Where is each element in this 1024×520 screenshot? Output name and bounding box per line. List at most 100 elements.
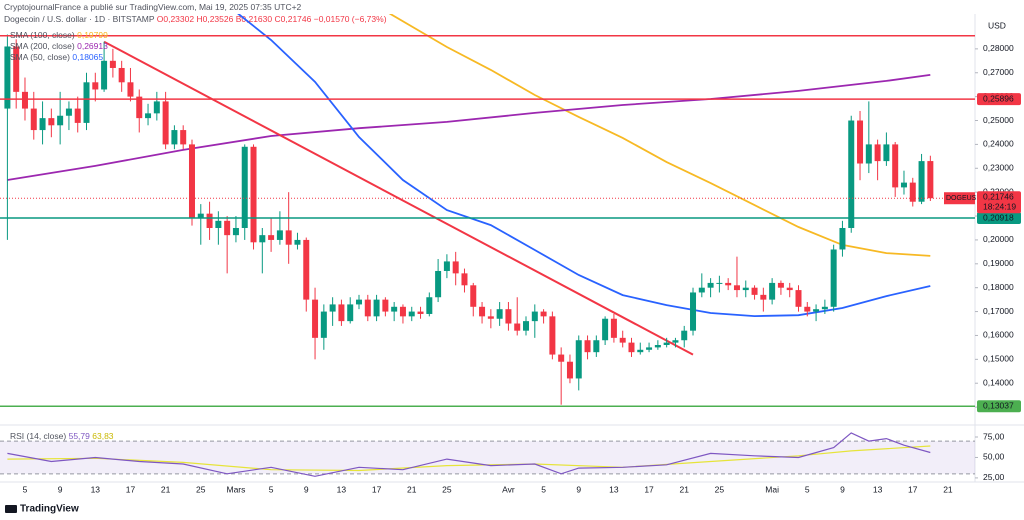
x-tick-label: 5 bbox=[23, 484, 28, 494]
candle-body bbox=[364, 299, 371, 317]
candle-body bbox=[769, 282, 776, 300]
candle-body bbox=[109, 60, 116, 68]
rsi-legend: RSI (14, close) 55,79 63,83 bbox=[10, 431, 114, 441]
candle-body bbox=[312, 299, 319, 338]
candle-body bbox=[857, 120, 864, 164]
rsi-value: 55,79 bbox=[69, 431, 91, 441]
x-tick-label: Avr bbox=[502, 484, 515, 494]
candle-body bbox=[725, 282, 732, 286]
x-tick-label: 9 bbox=[576, 484, 581, 494]
x-tick-label: 17 bbox=[644, 484, 654, 494]
candle-body bbox=[804, 306, 811, 312]
candle-body bbox=[514, 323, 521, 331]
rsi-name: RSI (14, close) bbox=[10, 431, 66, 441]
x-tick-label: 21 bbox=[407, 484, 417, 494]
y-tick-label: 0,14000 bbox=[983, 377, 1014, 387]
rsi-tick-label: 75,00 bbox=[983, 431, 1005, 441]
x-tick-label: 13 bbox=[91, 484, 101, 494]
sma-value: 0,26913 bbox=[77, 41, 108, 51]
level-label: 0,13037 bbox=[983, 400, 1014, 410]
candle-body bbox=[285, 230, 292, 245]
candle-body bbox=[74, 108, 81, 123]
candle-body bbox=[452, 261, 459, 274]
sma-value: 0,18065 bbox=[72, 52, 103, 62]
candle-body bbox=[795, 290, 802, 307]
candle-body bbox=[619, 337, 626, 343]
x-tick-label: 21 bbox=[943, 484, 953, 494]
candle-body bbox=[118, 67, 125, 83]
candle-body bbox=[329, 304, 336, 312]
candle-body bbox=[479, 306, 486, 317]
ohlc-high: H0,23526 bbox=[196, 14, 233, 24]
candle-body bbox=[48, 118, 55, 126]
candle-body bbox=[523, 321, 530, 331]
level-label-box bbox=[977, 93, 1021, 106]
y-tick-label: 0,23000 bbox=[983, 163, 1014, 173]
ticker: DOGEUSD bbox=[946, 195, 981, 202]
candle-body bbox=[30, 108, 37, 131]
candle-body bbox=[180, 130, 187, 145]
candle-body bbox=[566, 361, 573, 379]
y-tick-label: 0,25000 bbox=[983, 115, 1014, 125]
ohlc-open: O0,23302 bbox=[157, 14, 195, 24]
y-tick-label: 0,24000 bbox=[983, 139, 1014, 149]
level-label-box bbox=[977, 212, 1021, 225]
rsi-band bbox=[0, 441, 975, 474]
candle-body bbox=[690, 292, 697, 331]
rsi-ma-value: 63,83 bbox=[92, 431, 114, 441]
rsi-tick-label: 25,00 bbox=[983, 472, 1005, 482]
candle-body bbox=[848, 120, 855, 228]
y-tick-label: 0,16000 bbox=[983, 330, 1014, 340]
y-tick-label: 0,28000 bbox=[983, 43, 1014, 53]
candle-body bbox=[830, 249, 837, 307]
candle-body bbox=[487, 316, 494, 319]
candle-body bbox=[610, 318, 617, 338]
y-tick-label: 0,18000 bbox=[983, 282, 1014, 292]
x-tick-label: Mars bbox=[226, 484, 245, 494]
candle-body bbox=[347, 304, 354, 322]
x-tick-label: 21 bbox=[679, 484, 689, 494]
level-label: 0,25896 bbox=[983, 93, 1014, 103]
candle-body bbox=[435, 270, 442, 298]
candle-body bbox=[575, 340, 582, 379]
candle-body bbox=[637, 349, 644, 353]
level-label: 0,20918 bbox=[983, 212, 1014, 222]
publisher: CryptojournalFrance a publié sur Trading… bbox=[4, 2, 302, 12]
candle-body bbox=[865, 144, 872, 164]
candle-body bbox=[707, 282, 714, 288]
candle-body bbox=[188, 144, 195, 219]
sma-legend: SMA (200, close) 0,26913 bbox=[10, 41, 108, 51]
candle-body bbox=[241, 146, 248, 228]
y-tick-label: 0,20000 bbox=[983, 234, 1014, 244]
candle-body bbox=[777, 282, 784, 288]
candle-body bbox=[558, 354, 565, 362]
level-label-box bbox=[977, 400, 1021, 413]
candle-body bbox=[153, 101, 160, 114]
countdown: 18:24:19 bbox=[983, 201, 1016, 211]
trend-line bbox=[103, 40, 694, 356]
header: CryptojournalFrance a publié sur Trading… bbox=[4, 2, 302, 12]
candle-body bbox=[681, 330, 688, 341]
rsi-line bbox=[7, 432, 931, 477]
x-tick-label: 25 bbox=[196, 484, 206, 494]
candle-body bbox=[399, 306, 406, 317]
candle-body bbox=[443, 261, 450, 271]
candle-body bbox=[57, 115, 64, 126]
candle-body bbox=[136, 96, 143, 119]
sma-line bbox=[7, 74, 931, 181]
candle-body bbox=[654, 345, 661, 348]
sma-name: SMA (200, close) bbox=[10, 41, 75, 51]
candle-body bbox=[4, 46, 11, 109]
y-tick-label: 0,17000 bbox=[983, 306, 1014, 316]
candle-body bbox=[13, 46, 20, 92]
logo bbox=[5, 505, 17, 513]
candle-body bbox=[259, 235, 266, 243]
sma-name: SMA (50, close) bbox=[10, 52, 70, 62]
x-tick-label: 9 bbox=[58, 484, 63, 494]
candle-body bbox=[145, 113, 152, 119]
last-price-box bbox=[977, 191, 1021, 214]
candle-body bbox=[294, 239, 301, 245]
candle-body bbox=[821, 306, 828, 310]
candle-body bbox=[338, 304, 345, 322]
candle-body bbox=[698, 287, 705, 293]
